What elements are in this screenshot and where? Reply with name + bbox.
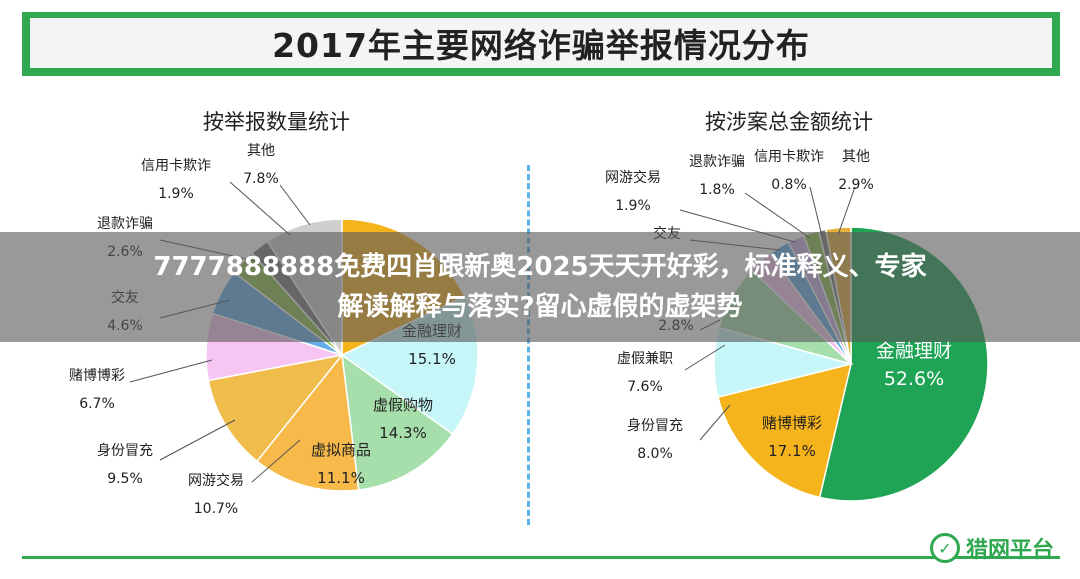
- footer-divider: [22, 556, 1060, 559]
- slice-name-label: 退款诈骗: [97, 216, 153, 232]
- pie-slice: [256, 353, 360, 492]
- slice-name-label: 其他: [842, 149, 870, 165]
- slice-name-label: 信用卡欺诈: [141, 158, 211, 174]
- main-title: 2017年主要网络诈骗举报情况分布: [272, 26, 810, 65]
- slice-name-label: 赌博博彩: [762, 414, 822, 432]
- slice-value-label: 14.3%: [379, 424, 427, 442]
- slice-value-label: 52.6%: [884, 368, 944, 390]
- left-chart-title: 按举报数量统计: [203, 110, 350, 134]
- slice-name-label: 虚假兼职: [617, 351, 673, 367]
- slice-name-label: 身份冒充: [97, 443, 153, 459]
- slice-value-label: 6.7%: [79, 396, 115, 412]
- leader-line: [279, 184, 311, 226]
- slice-value-label: 0.8%: [771, 177, 807, 193]
- slice-value-label: 17.1%: [768, 442, 816, 460]
- slice-value-label: 7.6%: [627, 379, 663, 395]
- slice-value-label: 7.8%: [243, 171, 279, 187]
- slice-name-label: 赌博博彩: [69, 367, 125, 384]
- slice-value-label: 1.9%: [615, 198, 651, 214]
- slice-value-label: 11.1%: [317, 469, 365, 487]
- leader-line: [699, 404, 731, 441]
- slice-name-label: 虚拟商品: [311, 441, 371, 459]
- slice-value-label: 2.9%: [838, 177, 874, 193]
- leader-line: [684, 344, 726, 371]
- slice-name-label: 网游交易: [188, 472, 244, 489]
- title-box: 2017年主要网络诈骗举报情况分布: [30, 18, 1052, 68]
- panel-divider: [527, 165, 530, 525]
- logo: ✓ 猎网平台: [930, 532, 1054, 564]
- slice-value-label: 1.9%: [158, 186, 194, 202]
- slice-name-label: 虚假购物: [373, 396, 433, 414]
- leader-line: [129, 359, 213, 383]
- slice-name-label: 信用卡欺诈: [754, 149, 824, 165]
- slice-value-label: 1.8%: [699, 182, 735, 198]
- banner-line-2: 解读解释与落实?留心虚假的虚架势: [337, 292, 743, 322]
- leader-line: [809, 186, 823, 237]
- slice-name-label: 金融理财: [876, 340, 952, 362]
- slice-name-label: 退款诈骗: [689, 154, 745, 170]
- pie-slice: [341, 353, 454, 491]
- slice-value-label: 9.5%: [107, 471, 143, 487]
- slice-name-label: 身份冒充: [627, 418, 683, 434]
- leader-line: [837, 186, 856, 236]
- slice-value-label: 15.1%: [408, 350, 456, 368]
- leader-line: [251, 439, 301, 483]
- pie-slice: [717, 362, 853, 499]
- leader-line: [744, 192, 811, 239]
- slice-name-label: 其他: [247, 143, 275, 159]
- banner-line-1: 7777888888免费四肖跟新奥2025天天开好彩，标准释义、专家: [153, 252, 927, 282]
- logo-icon: ✓: [930, 533, 960, 563]
- leader-line: [229, 181, 291, 236]
- leader-line: [159, 419, 236, 461]
- slice-name-label: 网游交易: [605, 169, 661, 186]
- watermark-banner: 7777888888免费四肖跟新奥2025天天开好彩，标准释义、专家 解读解释与…: [0, 232, 1080, 342]
- right-chart-title: 按涉案总金额统计: [705, 110, 873, 134]
- logo-text: 猎网平台: [966, 538, 1055, 563]
- slice-value-label: 10.7%: [194, 501, 238, 517]
- slice-value-label: 8.0%: [637, 446, 673, 462]
